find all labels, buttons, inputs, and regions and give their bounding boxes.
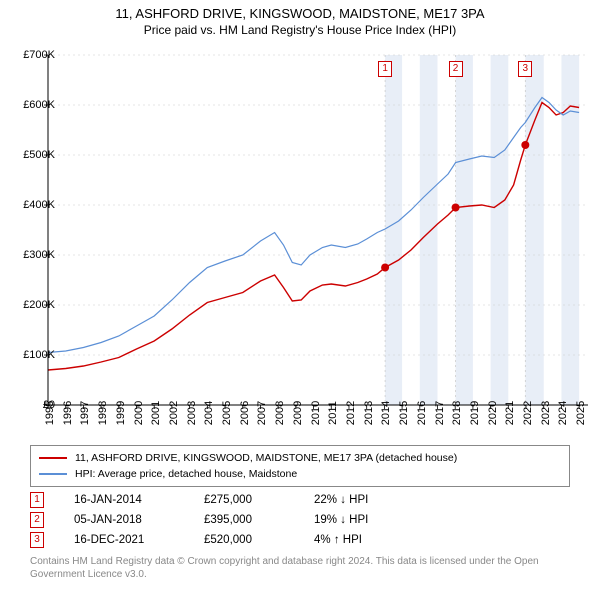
x-axis-label: 2021 <box>504 401 516 425</box>
legend-row: 11, ASHFORD DRIVE, KINGSWOOD, MAIDSTONE,… <box>39 450 561 466</box>
legend-row: HPI: Average price, detached house, Maid… <box>39 466 561 482</box>
y-axis-label: £500K <box>5 149 55 161</box>
sales-row-number: 3 <box>30 532 44 548</box>
x-axis-label: 2015 <box>398 401 410 425</box>
legend-label: 11, ASHFORD DRIVE, KINGSWOOD, MAIDSTONE,… <box>75 452 457 464</box>
x-axis-label: 1996 <box>62 401 74 425</box>
x-axis-label: 2024 <box>557 401 569 425</box>
title-line2: Price paid vs. HM Land Registry's House … <box>0 23 600 37</box>
x-axis-label: 1997 <box>79 401 91 425</box>
sales-table-row: 2 05-JAN-2018£395,00019% ↓ HPI <box>30 510 570 530</box>
x-axis-label: 2020 <box>487 401 499 425</box>
legend-swatch <box>39 473 67 475</box>
x-axis-label: 2011 <box>327 401 339 425</box>
x-axis-label: 2017 <box>434 401 446 425</box>
sales-row-date: 16-JAN-2014 <box>74 494 204 506</box>
sale-marker-box: 1 <box>378 61 392 77</box>
x-axis-label: 2019 <box>469 401 481 425</box>
chart-title-block: 11, ASHFORD DRIVE, KINGSWOOD, MAIDSTONE,… <box>0 0 600 37</box>
legend-label: HPI: Average price, detached house, Maid… <box>75 468 297 480</box>
x-axis-label: 2009 <box>292 401 304 425</box>
x-axis-label: 2007 <box>256 401 268 425</box>
x-axis-label: 1999 <box>115 401 127 425</box>
y-axis-label: £300K <box>5 249 55 261</box>
sale-marker-box: 2 <box>449 61 463 77</box>
x-axis-label: 2004 <box>203 401 215 425</box>
sales-row-delta: 19% ↓ HPI <box>314 514 434 526</box>
sales-row-delta: 4% ↑ HPI <box>314 534 434 546</box>
sales-table: 1 16-JAN-2014£275,00022% ↓ HPI 2 05-JAN-201… <box>30 490 570 550</box>
sales-row-price: £395,000 <box>204 514 314 526</box>
x-axis-label: 1998 <box>97 401 109 425</box>
x-axis-label: 2018 <box>451 401 463 425</box>
sale-marker-box: 3 <box>518 61 532 77</box>
sales-row-price: £520,000 <box>204 534 314 546</box>
y-axis-label: £400K <box>5 199 55 211</box>
y-axis-label: £600K <box>5 99 55 111</box>
x-axis-label: 2005 <box>221 401 233 425</box>
x-axis-label: 2002 <box>168 401 180 425</box>
sales-table-row: 3 16-DEC-2021£520,0004% ↑ HPI <box>30 530 570 550</box>
x-axis-label: 2022 <box>522 401 534 425</box>
x-axis-label: 2012 <box>345 401 357 425</box>
x-axis-label: 2008 <box>274 401 286 425</box>
legend-box: 11, ASHFORD DRIVE, KINGSWOOD, MAIDSTONE,… <box>30 445 570 487</box>
y-axis-label: £100K <box>5 349 55 361</box>
x-axis-label: 2006 <box>239 401 251 425</box>
x-axis-label: 1995 <box>44 401 56 425</box>
sales-row-date: 05-JAN-2018 <box>74 514 204 526</box>
sales-row-delta: 22% ↓ HPI <box>314 494 434 506</box>
x-axis-label: 2000 <box>133 401 145 425</box>
x-axis-label: 2013 <box>363 401 375 425</box>
sales-row-number: 2 <box>30 512 44 528</box>
sales-table-row: 1 16-JAN-2014£275,00022% ↓ HPI <box>30 490 570 510</box>
x-axis-label: 2003 <box>186 401 198 425</box>
x-axis-label: 2016 <box>416 401 428 425</box>
x-axis-label: 2023 <box>540 401 552 425</box>
y-axis-label: £700K <box>5 49 55 61</box>
x-axis-label: 2001 <box>150 401 162 425</box>
legend-swatch <box>39 457 67 459</box>
sales-row-date: 16-DEC-2021 <box>74 534 204 546</box>
x-axis-label: 2014 <box>380 401 392 425</box>
chart-area <box>48 55 588 405</box>
attribution-text: Contains HM Land Registry data © Crown c… <box>30 555 570 581</box>
x-axis-label: 2010 <box>310 401 322 425</box>
chart-svg <box>48 55 588 405</box>
sales-row-price: £275,000 <box>204 494 314 506</box>
sales-row-number: 1 <box>30 492 44 508</box>
title-line1: 11, ASHFORD DRIVE, KINGSWOOD, MAIDSTONE,… <box>0 6 600 21</box>
y-axis-label: £200K <box>5 299 55 311</box>
x-axis-label: 2025 <box>575 401 587 425</box>
